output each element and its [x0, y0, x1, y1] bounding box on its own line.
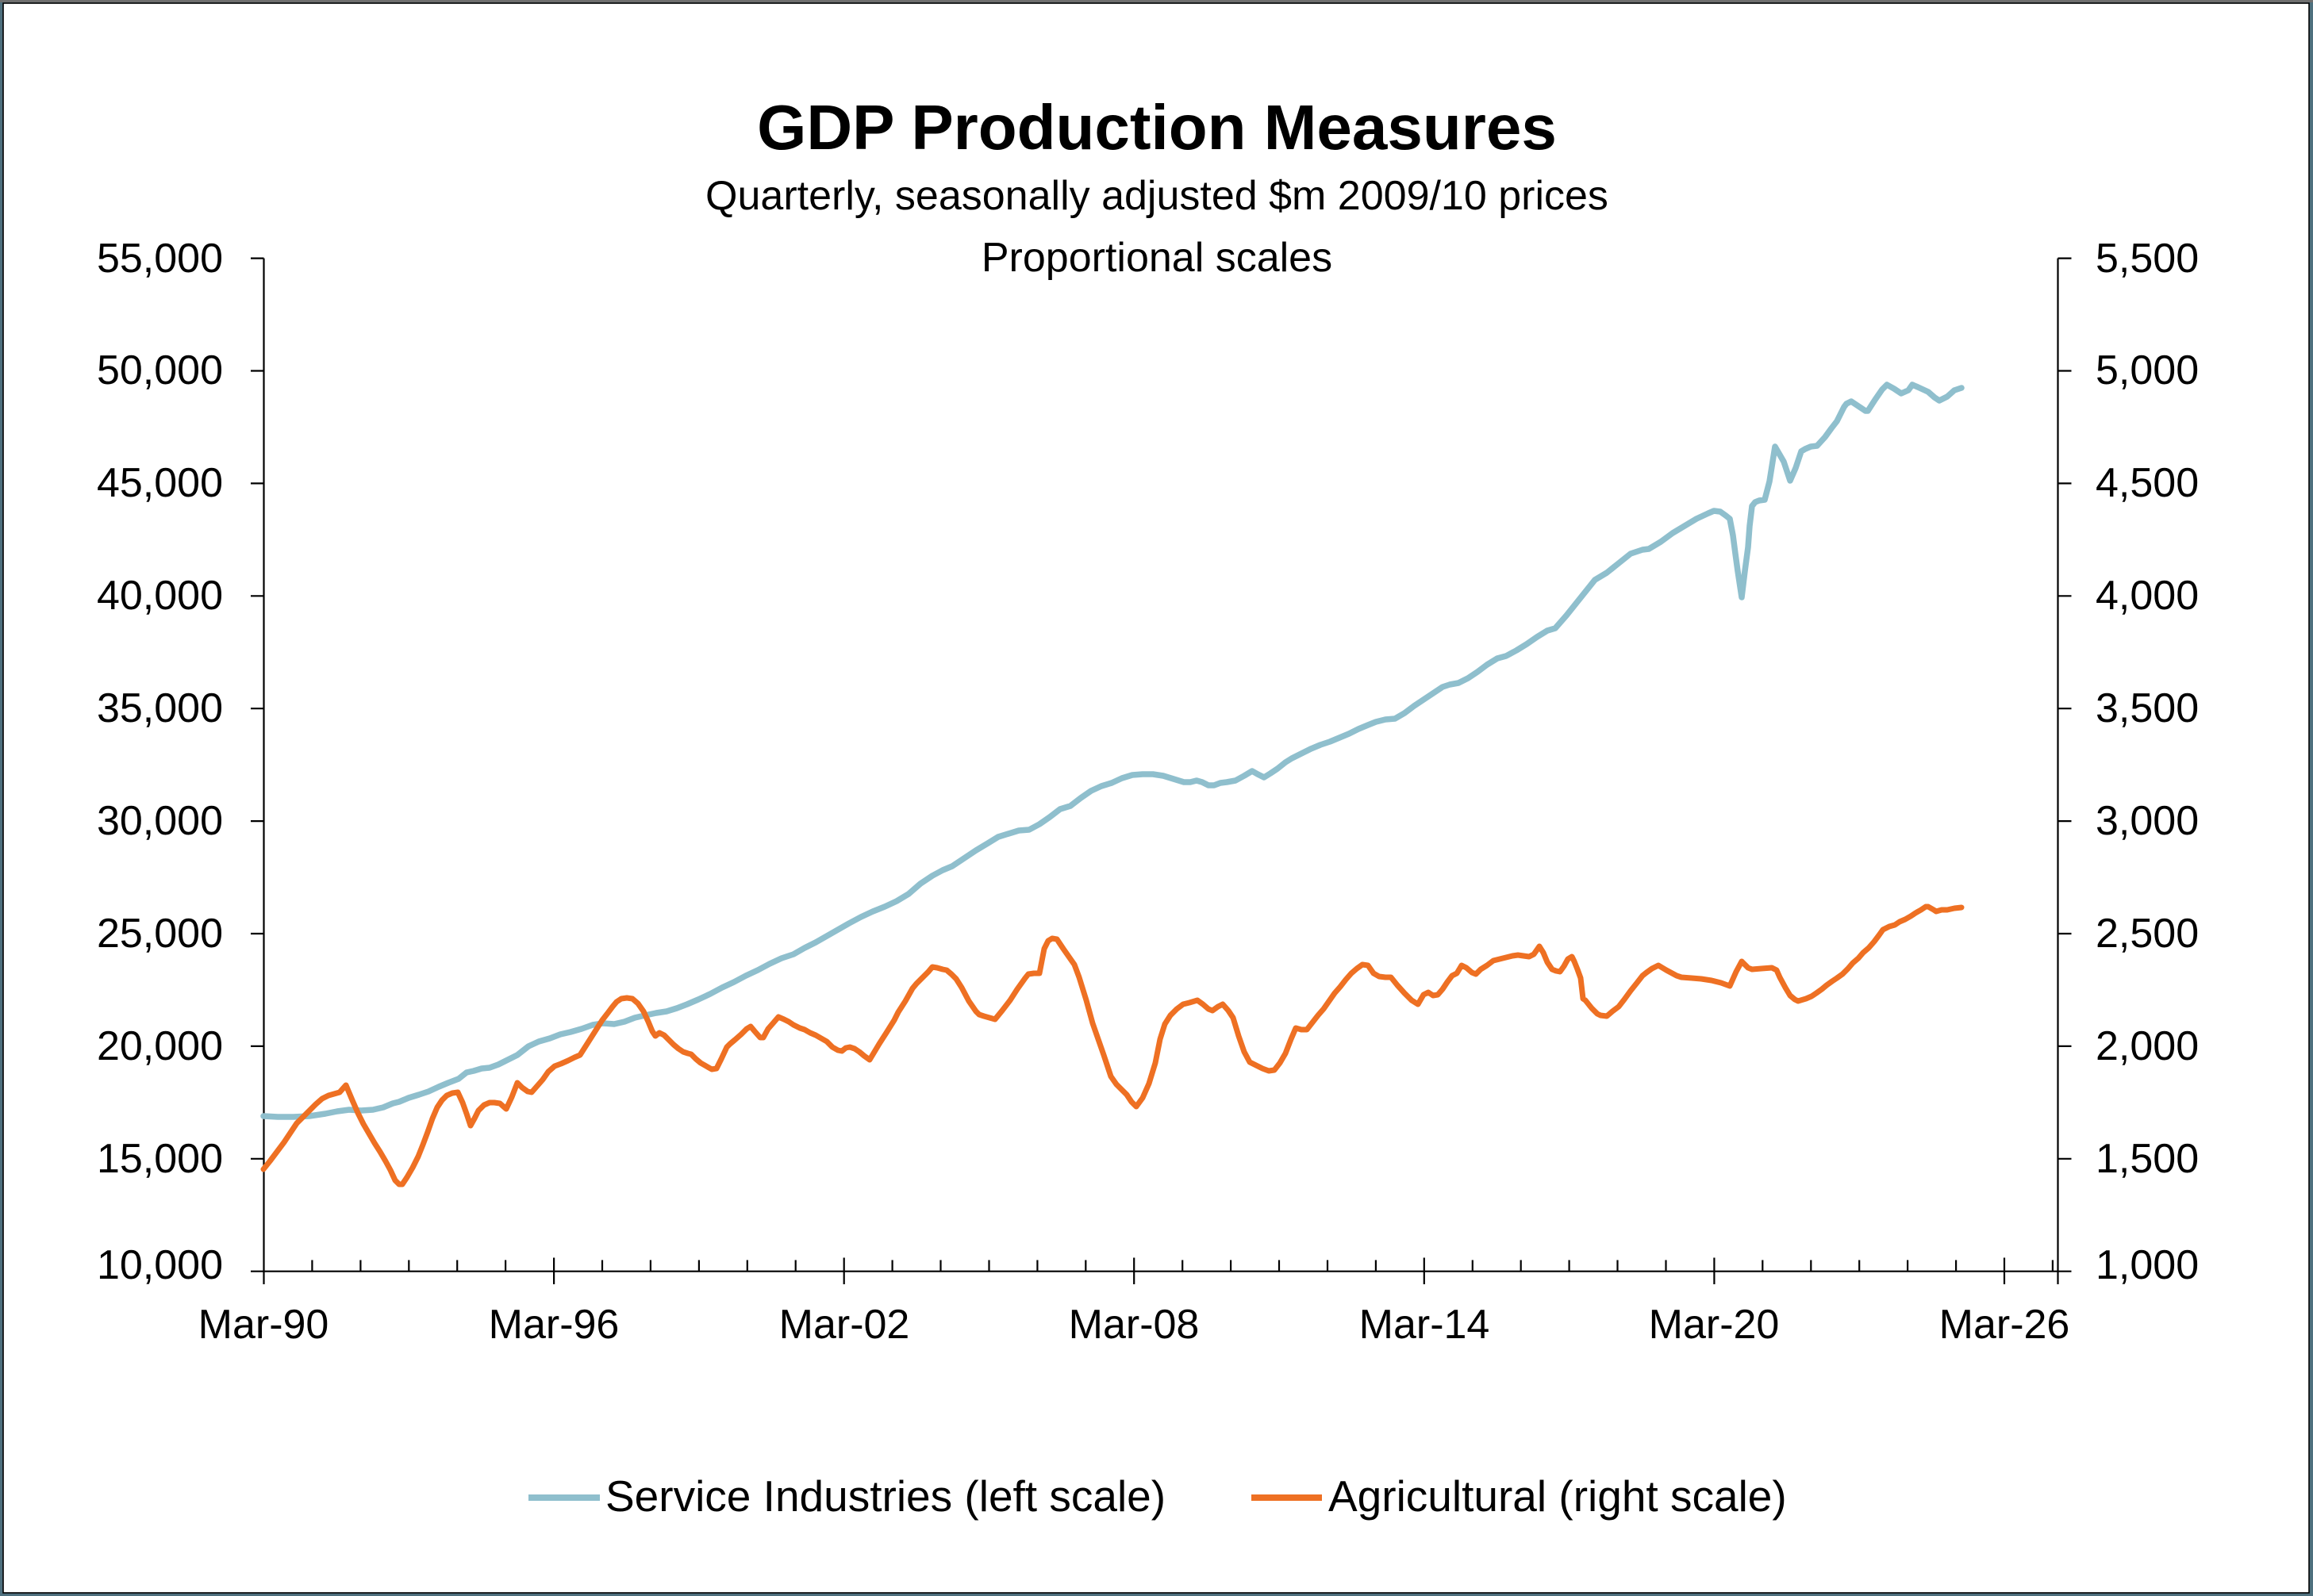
- svg-text:2,500: 2,500: [2096, 911, 2199, 957]
- svg-text:4,000: 4,000: [2096, 573, 2199, 619]
- svg-text:Quarterly, seasonally adjusted: Quarterly, seasonally adjusted $m 2009/1…: [705, 173, 1608, 219]
- svg-text:45,000: 45,000: [97, 460, 223, 506]
- svg-text:5,500: 5,500: [2096, 236, 2199, 282]
- svg-text:Agricultural (right scale): Agricultural (right scale): [1328, 1471, 1787, 1521]
- svg-text:1,500: 1,500: [2096, 1136, 2199, 1182]
- svg-text:15,000: 15,000: [97, 1136, 223, 1182]
- svg-text:5,000: 5,000: [2096, 347, 2199, 393]
- svg-text:20,000: 20,000: [97, 1023, 223, 1069]
- svg-text:25,000: 25,000: [97, 911, 223, 957]
- svg-text:2,000: 2,000: [2096, 1023, 2199, 1069]
- svg-text:3,000: 3,000: [2096, 798, 2199, 844]
- svg-text:Mar-20: Mar-20: [1649, 1302, 1780, 1348]
- svg-text:35,000: 35,000: [97, 685, 223, 731]
- svg-text:Service Industries (left scale: Service Industries (left scale): [605, 1471, 1166, 1521]
- svg-text:Proportional scales: Proportional scales: [982, 235, 1332, 281]
- svg-text:GDP Production Measures: GDP Production Measures: [757, 92, 1557, 163]
- svg-text:Mar-26: Mar-26: [1939, 1302, 2070, 1348]
- svg-text:3,500: 3,500: [2096, 685, 2199, 731]
- svg-text:55,000: 55,000: [97, 236, 223, 282]
- svg-text:Mar-08: Mar-08: [1069, 1302, 1200, 1348]
- svg-text:10,000: 10,000: [97, 1242, 223, 1288]
- svg-text:Mar-90: Mar-90: [198, 1302, 329, 1348]
- svg-text:Mar-96: Mar-96: [489, 1302, 620, 1348]
- svg-text:40,000: 40,000: [97, 573, 223, 619]
- svg-text:4,500: 4,500: [2096, 460, 2199, 506]
- svg-text:50,000: 50,000: [97, 347, 223, 393]
- svg-text:1,000: 1,000: [2096, 1242, 2199, 1288]
- svg-text:30,000: 30,000: [97, 798, 223, 844]
- svg-text:Mar-02: Mar-02: [779, 1302, 910, 1348]
- svg-text:Mar-14: Mar-14: [1359, 1302, 1490, 1348]
